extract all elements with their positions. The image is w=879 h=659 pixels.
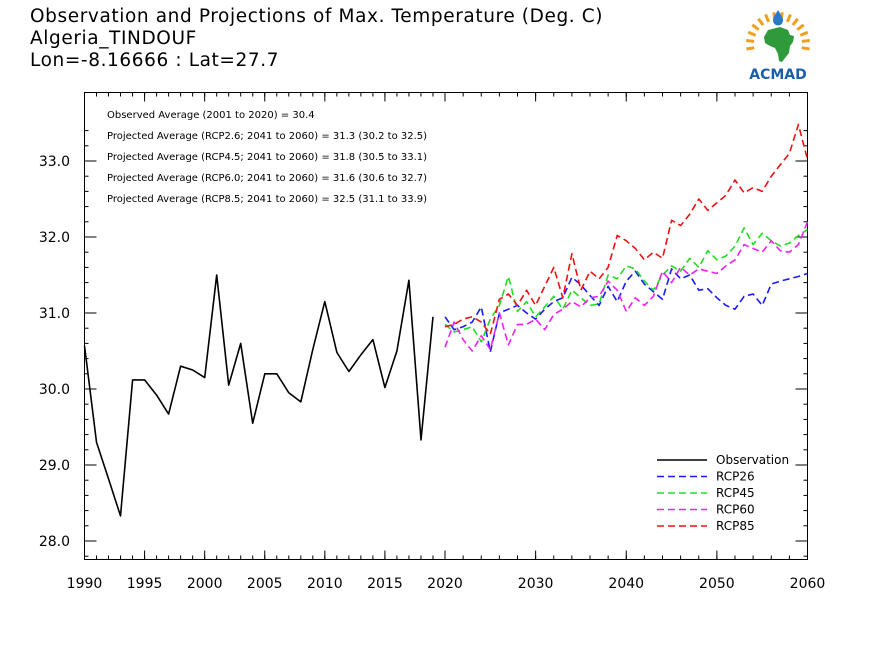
legend: Observation RCP26 RCP45 RCP60 RCP85	[657, 453, 789, 533]
x-tick-label: 1990	[67, 576, 103, 592]
x-tick-label: 2030	[518, 576, 554, 592]
x-tick-label: 2010	[307, 576, 343, 592]
x-axis-labels: 1990 1995 2000 2005 2010 2015 2020 2030 2040 2050…	[67, 576, 826, 592]
annotation-line: Projected Average (RCP2.6; 2041 to 2060)…	[107, 131, 427, 142]
series-line-observation	[83, 274, 434, 517]
plot-frame	[84, 92, 808, 560]
acmad-logo: ACMAD	[746, 10, 810, 83]
water-drop-icon	[773, 10, 783, 26]
y-tick-label: 30.0	[39, 382, 70, 398]
y-tick-label: 31.0	[39, 306, 70, 322]
legend-label: RCP85	[716, 519, 755, 533]
y-axis-labels: 28.0 29.0 30.0 31.0 32.0 33.0	[39, 154, 70, 550]
axis-ticks	[84, 92, 808, 560]
annotation-line: Projected Average (RCP8.5; 2041 to 2060)…	[107, 194, 427, 205]
logo-ray	[799, 30, 809, 37]
legend-label: Observation	[716, 453, 789, 467]
logo-ray	[785, 13, 792, 23]
x-tick-label: 2015	[367, 576, 403, 592]
x-tick-label: 1995	[127, 576, 163, 592]
annotation-line: Observed Average (2001 to 2020) = 30.4	[107, 110, 315, 121]
legend-label: RCP45	[716, 486, 755, 500]
logo-ray	[791, 17, 799, 27]
series-line-rcp60	[444, 221, 809, 352]
annotation-line: Projected Average (RCP4.5; 2041 to 2060)…	[107, 152, 427, 163]
x-tick-label: 2000	[187, 576, 223, 592]
logo-ray	[764, 13, 771, 23]
x-tick-label: 2005	[247, 576, 283, 592]
logo-ray	[801, 39, 810, 43]
annotation-line: Projected Average (RCP6.0; 2041 to 2060)…	[107, 173, 427, 184]
sun-rays-icon	[746, 12, 810, 51]
x-tick-label: 2020	[427, 576, 463, 592]
logo-ray	[747, 30, 757, 37]
logo-ray	[801, 46, 810, 51]
logo-ray	[751, 23, 760, 31]
series-line-rcp85	[444, 123, 809, 336]
legend-label: RCP26	[716, 470, 755, 484]
legend-label: RCP60	[716, 503, 755, 517]
series-line-rcp26	[444, 268, 808, 353]
chart-title: Observation and Projections of Max. Temp…	[30, 6, 604, 27]
annotations: Observed Average (2001 to 2020) = 30.4 Pr…	[107, 110, 427, 205]
location-name: Algeria_TINDOUF	[30, 28, 197, 49]
logo-text: ACMAD	[749, 67, 807, 83]
africa-map-icon	[764, 27, 794, 62]
x-tick-label: 2040	[608, 576, 644, 592]
x-tick-label: 2050	[699, 576, 735, 592]
coordinates: Lon=-8.16666 : Lat=27.7	[30, 50, 280, 71]
logo-ray	[757, 17, 765, 27]
logo-ray	[746, 46, 755, 51]
series-line-rcp45	[444, 227, 808, 343]
logo-ray	[796, 23, 805, 31]
title-block: Observation and Projections of Max. Temp…	[30, 6, 603, 72]
y-tick-label: 29.0	[39, 458, 70, 474]
x-tick-label: 2060	[790, 576, 826, 592]
y-tick-label: 33.0	[39, 154, 70, 170]
y-tick-label: 32.0	[39, 230, 70, 246]
series-lines	[83, 123, 809, 517]
logo-ray	[746, 39, 755, 43]
y-tick-label: 28.0	[39, 534, 70, 550]
